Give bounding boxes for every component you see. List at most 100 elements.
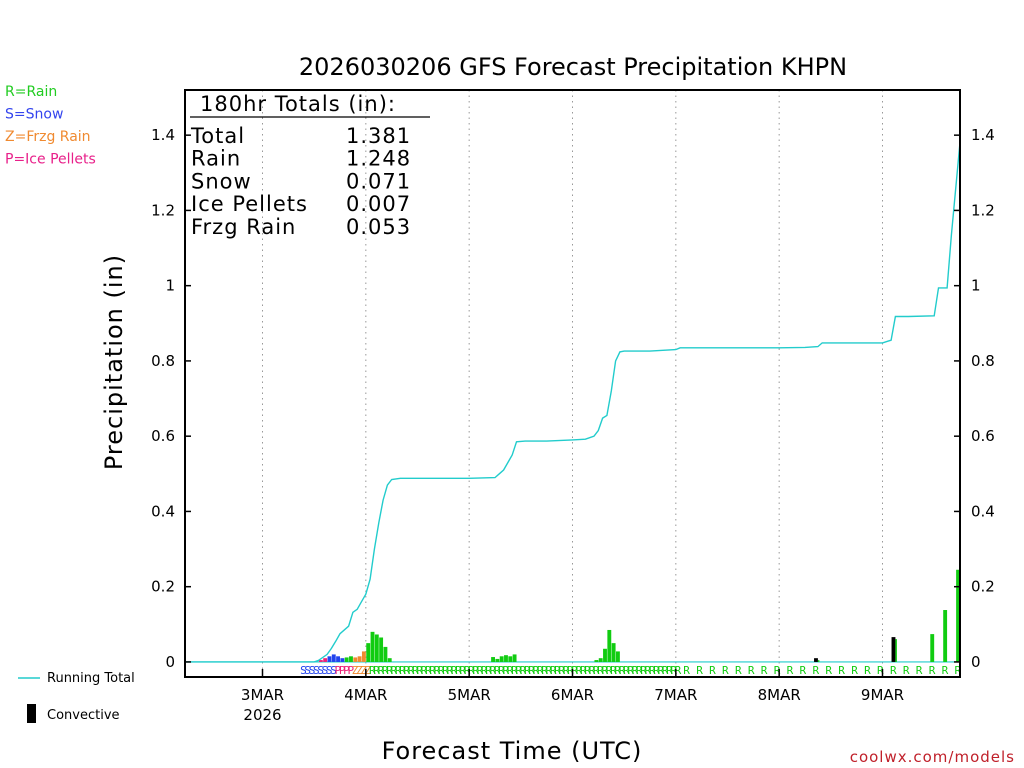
precip-bar [603,648,607,662]
precip-type-letter: R [408,664,415,677]
precip-type-letter: R [601,664,608,677]
precip-type-letter: R [683,664,690,677]
convective-swatch [27,704,36,723]
precip-type-legend: R=Rain S=Snow Z=Frzg Rain P=Ice Pellets [5,84,96,168]
precip-bar [366,643,371,662]
totals-header: 180hr Totals (in): [200,92,396,116]
y-axis-label: Precipitation (in) [100,254,128,470]
precip-bars [318,569,960,662]
precip-type-letter: S [304,664,311,677]
precip-type-letter: R [571,664,578,677]
precip-type-letter: R [722,664,729,677]
precip-type-letter: S [300,664,307,677]
precip-bar [344,657,349,662]
precip-type-letter: R [442,664,449,677]
precip-bar [814,658,818,662]
precip-bar [374,634,379,662]
precip-type-letter: R [903,664,910,677]
precip-type-letter: R [382,664,389,677]
precip-type-letter: R [395,664,402,677]
precip-type-letter: R [421,664,428,677]
precip-type-letter: R [787,664,794,677]
precip-type-letter: R [455,664,462,677]
y-tick-label-right: 1.4 [971,126,995,144]
precip-type-letter: R [378,664,385,677]
precip-type-letter: R [550,664,557,677]
precip-type-letter: R [662,664,669,677]
precip-bar [930,634,935,662]
precip-type-letter: R [761,664,768,677]
y-tick-label-left: 0.6 [151,427,175,445]
precip-type-letter: R [412,664,419,677]
credit-text: coolwx.com/models [850,748,1015,766]
y-tick-label-left: 0.4 [151,502,175,520]
x-axis-ticks: 3MAR 2026 4MAR 5MAR 6MAR 7MAR 8MAR 9MAR [241,669,904,724]
precip-type-letter: R [800,664,807,677]
precip-type-letter: R [416,664,423,677]
precip-bar-rain-edge [895,639,897,662]
precip-type-letter: R [929,664,936,677]
precip-type-letter: R [589,664,596,677]
totals-rows: Total 1.381 Rain 1.248 Snow 0.071 Ice Pellets 0… [190,124,411,239]
precip-type-letter: P [347,664,354,677]
precip-bar [323,658,328,662]
precip-type-letter: R [502,664,509,677]
totals-row-value: 0.053 [346,215,411,239]
precip-type-letter: R [606,664,613,677]
precip-type-legend-item: R=Rain [5,84,57,100]
precip-type-letter: R [563,664,570,677]
precip-type-letter: R [498,664,505,677]
precip-type-letter: R [877,664,884,677]
precip-bar [956,569,960,662]
precip-bar [499,656,504,662]
precip-type-letter: R [546,664,553,677]
precip-type-letter: R [567,664,574,677]
precip-bar [943,610,948,662]
y-tick-label-left: 0.2 [151,578,175,596]
totals-row-label: Frzg Rain [191,215,296,239]
precip-type-letter: R [520,664,527,677]
y-tick-label-right: 1.2 [971,201,995,219]
precip-type-letter: R [528,664,535,677]
precip-type-letter: R [593,664,600,677]
running-total-line [185,142,961,663]
precip-type-letter: R [864,664,871,677]
precip-type-letter: R [511,664,518,677]
precip-bar [594,660,599,662]
bottom-legend: Running Total Convective [18,671,135,723]
totals-row-label: Total [190,124,245,148]
precip-bar [615,651,620,662]
totals-row-label: Rain [191,147,241,171]
precip-type-letter: R [627,664,634,677]
precip-type-letter: R [446,664,453,677]
precip-type-letter: Z [356,664,363,677]
x-axis-label: Forecast Time (UTC) [382,737,643,765]
y-tick-label-left: 1 [165,277,175,295]
precip-type-letter: R [481,664,488,677]
precip-bar [353,657,358,662]
precip-type-letter: R [373,664,380,677]
y-axis-ticks: 0 0 0.2 0.2 0.4 0.4 0.6 0.6 0.8 0.8 1 1 1.2 1.2 1.4 1.4 [151,126,995,671]
precip-bar [357,656,362,662]
precip-type-letter: R [464,664,471,677]
precip-type-letter: R [735,664,742,677]
precip-type-letter: R [670,664,677,677]
precip-type-letter: R [434,664,441,677]
y-tick-label-right: 0.6 [971,427,995,445]
precip-bar [370,631,375,662]
precip-bar [387,658,392,662]
precip-bar [598,658,603,662]
y-tick-label-right: 0 [971,653,981,671]
totals-row-label: Snow [191,169,252,193]
precip-type-letter: R [507,664,514,677]
chart-title: 2026030206 GFS Forecast Precipitation KH… [299,53,847,81]
precip-type-letter: R [459,664,466,677]
precip-type-legend-item: Z=Frzg Rain [5,129,91,145]
precip-type-letter: R [666,664,673,677]
precip-type-letter: P [339,664,346,677]
precip-type-letter: S [309,664,316,677]
precip-type-letter: R [541,664,548,677]
totals-box: 180hr Totals (in): Total 1.381 Rain 1.248 Sn… [190,92,430,239]
precip-type-letter: R [614,664,621,677]
x-tick-label: 8MAR [758,686,801,704]
